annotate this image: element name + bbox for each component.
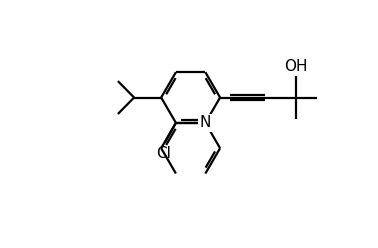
Text: N: N (200, 115, 211, 130)
Text: OH: OH (284, 59, 308, 74)
Text: Cl: Cl (156, 146, 170, 161)
